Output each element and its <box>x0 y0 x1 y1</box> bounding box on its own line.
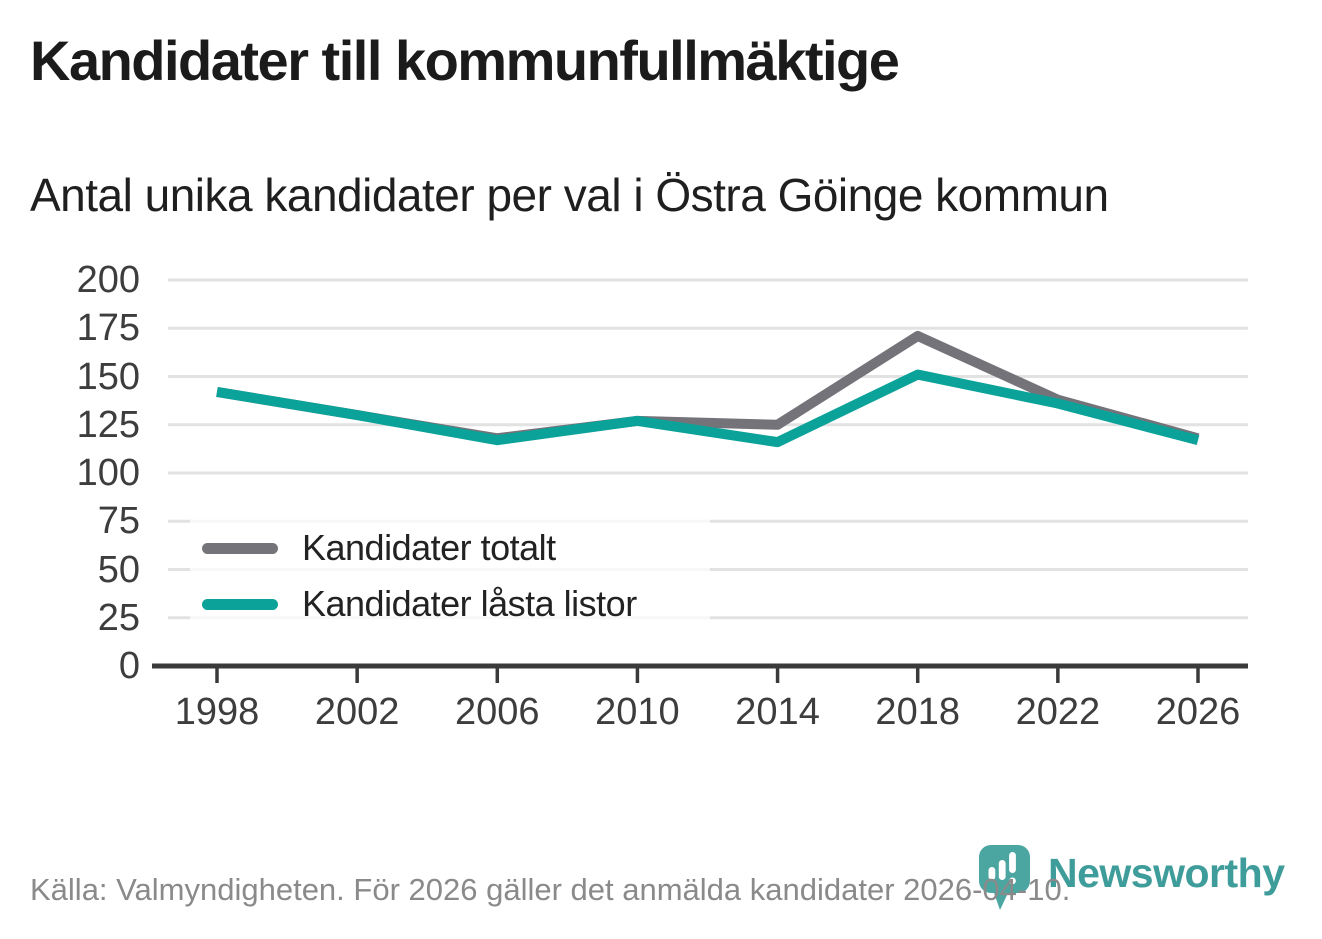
y-tick-label: 175 <box>76 307 140 350</box>
legend-label-total: Kandidater totalt <box>302 527 556 568</box>
y-tick-label: 50 <box>97 548 140 591</box>
newsworthy-logo[interactable]: Newsworthy <box>978 844 1290 914</box>
legend-item-total: Kandidater totalt <box>202 520 710 576</box>
legend-swatch-locked <box>202 598 278 610</box>
series-line-locked <box>216 369 1200 448</box>
source-note: Källa: Valmyndigheten. För 2026 gäller d… <box>30 872 1071 907</box>
newsworthy-wordmark: Newsworthy <box>1048 850 1285 896</box>
legend-label-locked: Kandidater låsta listor <box>302 583 637 624</box>
newsworthy-pin-icon <box>979 845 1030 910</box>
x-tick-label: 2010 <box>595 691 680 733</box>
x-tick-label: 1998 <box>174 691 260 733</box>
chart-subtitle: Antal unika kandidater per val i Östra G… <box>30 169 1109 221</box>
bar-chart-glyph <box>988 852 1016 885</box>
y-tick-label: 200 <box>76 259 140 301</box>
chart-title: Kandidater till kommunfullmäktige <box>30 29 900 92</box>
legend-item-locked: Kandidater låsta listor <box>202 576 710 632</box>
y-tick-label: 125 <box>76 403 140 446</box>
y-tick-label: 75 <box>97 500 140 543</box>
y-tick-label: 150 <box>76 355 140 398</box>
x-tick-label: 2002 <box>314 691 400 733</box>
x-tick-label: 2018 <box>875 691 960 733</box>
legend-swatch-total <box>202 542 278 554</box>
chart-legend: Kandidater totalt Kandidater låsta listo… <box>190 514 710 640</box>
x-tick-label: 2014 <box>735 691 820 733</box>
x-tick-label: 2026 <box>1155 691 1241 733</box>
x-tick-label: 2006 <box>455 691 540 733</box>
x-tick-label: 2022 <box>1015 691 1101 733</box>
y-tick-label: 100 <box>76 452 140 494</box>
y-tick-label: 25 <box>97 596 140 639</box>
series-line-total <box>216 330 1200 444</box>
y-tick-label: 0 <box>118 645 140 687</box>
